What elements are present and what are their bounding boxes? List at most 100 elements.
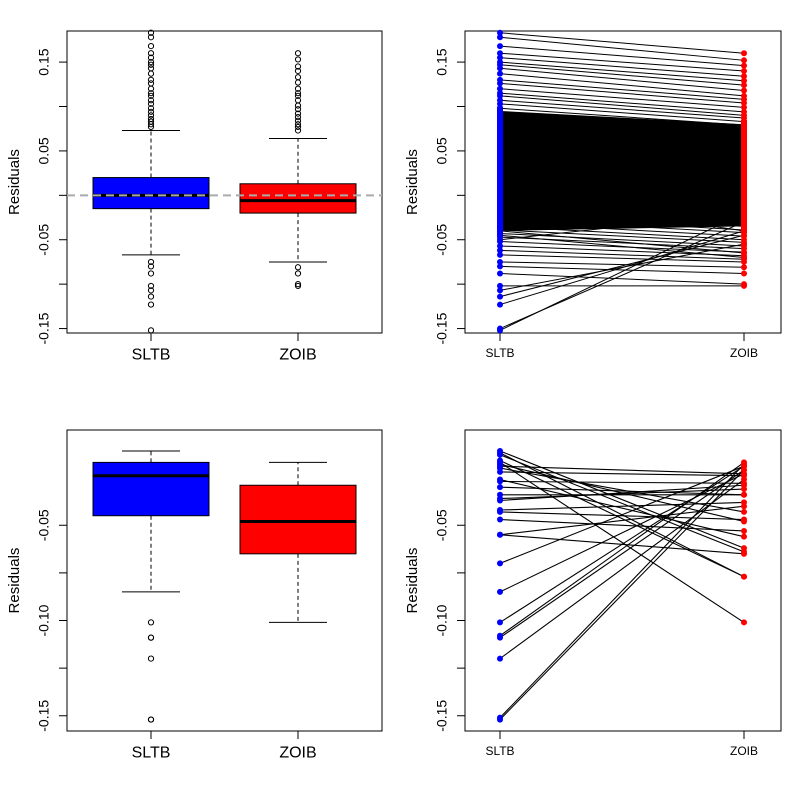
sltb-point (497, 619, 503, 626)
outlier-point (147, 263, 155, 270)
sltb-point (497, 588, 503, 595)
outlier-point (147, 655, 155, 662)
sltb-point (497, 282, 503, 289)
outlier-point (294, 56, 302, 63)
sltb-point (497, 227, 503, 234)
pair-line (499, 249, 745, 260)
pair-line (499, 469, 745, 720)
sltb-point (497, 139, 503, 146)
outlier-point (294, 63, 302, 70)
pair-line (499, 480, 745, 484)
sltb-point (497, 655, 503, 662)
zoib-point (741, 250, 747, 257)
pair-line (499, 57, 745, 77)
y-tick-label: -0.05 (36, 224, 52, 256)
zoib-point (741, 264, 747, 271)
zoib-point (741, 508, 747, 515)
outlier-point (294, 264, 302, 271)
pair-line (499, 230, 745, 306)
zoib-point (741, 254, 747, 261)
sltb-point (497, 251, 503, 258)
sltb-point (497, 451, 503, 458)
zoib-point (741, 156, 747, 163)
box-rect (92, 461, 210, 517)
panel-4: -0.15 -0.10 -0.05 Residuals SLTB ZOIB (404, 429, 782, 758)
outlier-point (294, 92, 302, 99)
pair-line (499, 254, 745, 263)
zoib-point (741, 165, 747, 172)
pair-line (499, 88, 745, 108)
panel-3: -0.15 -0.10 -0.05 Residuals SLTB ZOIB (6, 429, 383, 761)
zoib-point (741, 174, 747, 181)
sltb-point (497, 43, 503, 50)
zoib-point (741, 210, 747, 217)
x-tick-label-sltb: SLTB (132, 346, 171, 363)
zoib-point (741, 461, 747, 468)
outlier-point (294, 110, 302, 117)
outlier-point (147, 34, 155, 41)
pair-line (499, 234, 745, 298)
paired-lines (497, 29, 747, 334)
sltb-point (497, 147, 503, 154)
sltb-point (497, 192, 503, 199)
pair-line (499, 92, 745, 113)
zoib-point (741, 227, 747, 234)
zoib-point (741, 486, 747, 493)
pair-line (499, 221, 745, 330)
x-tick-label-zoib: ZOIB (730, 744, 758, 758)
pair-line (499, 67, 745, 92)
outlier-point (147, 65, 155, 72)
sltb-point (497, 516, 503, 523)
sltb-point (497, 218, 503, 225)
outlier-point (294, 74, 302, 81)
panel-1: -0.15 -0.05 0.05 0.15 Residuals SLTB ZOIB (6, 29, 383, 363)
y-tick-label: 0.15 (434, 48, 450, 75)
pair-line (499, 469, 745, 639)
sltb-point (497, 92, 503, 99)
y-axis-label: Residuals (6, 548, 23, 614)
outlier-point (147, 123, 155, 131)
zoib-point (741, 619, 747, 626)
sltb-point (497, 232, 503, 239)
outlier-point (294, 282, 302, 290)
outlier-point (147, 108, 155, 115)
sltb-point (497, 325, 503, 332)
pair-line (499, 511, 745, 521)
x-tick-label-sltb: SLTB (485, 744, 514, 758)
pair-line (499, 95, 745, 116)
sltb-point (497, 508, 503, 515)
sltb-point (497, 54, 503, 61)
y-tick-label: 0.15 (36, 48, 52, 75)
pair-line (499, 473, 745, 593)
outlier-point (147, 80, 155, 87)
zoib-point (741, 467, 747, 474)
zoib-point (741, 57, 747, 64)
box-rect (239, 183, 357, 214)
outlier-point (147, 43, 155, 50)
outlier-point (147, 58, 155, 66)
pair-line (499, 230, 745, 254)
zoib-point (741, 282, 747, 289)
x-tick-label-zoib: ZOIB (279, 744, 316, 761)
outlier-point (294, 281, 302, 288)
sltb-point (497, 531, 503, 538)
pair-line (499, 471, 745, 477)
outlier-point (147, 29, 155, 36)
sltb-point (497, 476, 503, 483)
zoib-point (741, 73, 747, 80)
sltb-point (497, 183, 503, 190)
y-tick-label: -0.10 (434, 604, 450, 636)
box-rect (92, 177, 210, 210)
pair-line (499, 505, 745, 536)
zoib-point (741, 201, 747, 208)
y-axis-label: Residuals (6, 149, 23, 215)
box-zoib (239, 50, 357, 290)
zoib-point (741, 77, 747, 84)
sltb-point (497, 236, 503, 243)
x-tick-label-sltb: SLTB (485, 346, 514, 360)
zoib-point (741, 192, 747, 199)
sltb-point (497, 634, 503, 641)
outlier-point (147, 61, 155, 68)
pair-line (499, 461, 745, 637)
zoib-point (741, 550, 747, 557)
